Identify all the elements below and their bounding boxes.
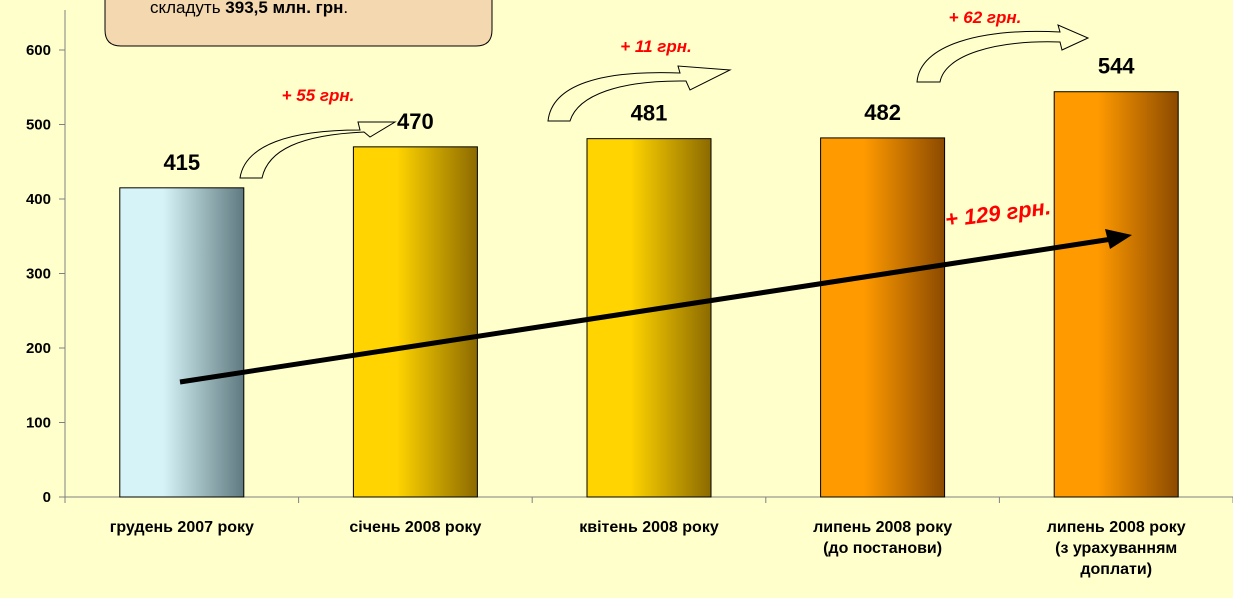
category-label-line: грудень 2007 року	[110, 519, 254, 536]
note-suffix: .	[343, 0, 348, 17]
value-label: 470	[397, 109, 434, 134]
increase-annotation: + 11 грн.	[620, 37, 691, 56]
value-label: 415	[163, 150, 200, 175]
bar	[352, 146, 478, 498]
value-label: 544	[1098, 54, 1135, 79]
note-text: складуть 393,5 млн. грн.	[150, 0, 348, 17]
note-prefix: складуть	[150, 0, 225, 17]
category-label: грудень 2007 року	[110, 519, 254, 536]
value-label: 481	[631, 101, 668, 126]
category-label: липень 2008 року (до постанови)	[813, 519, 952, 557]
y-tick-label: 400	[26, 191, 51, 208]
y-tick-label: 300	[26, 266, 51, 283]
note-box	[104, 0, 493, 47]
y-tick-label: 0	[43, 489, 51, 506]
bar	[1053, 91, 1179, 498]
bar	[119, 187, 245, 498]
trend-arrow	[179, 229, 1132, 385]
category-label-line: липень 2008 року	[1047, 519, 1186, 536]
category-label: квітень 2008 року	[579, 519, 719, 536]
y-tick-label: 600	[26, 42, 51, 59]
note-callout: складуть 393,5 млн. грн.	[104, 0, 493, 47]
curved-arrow-3	[916, 24, 1090, 83]
category-label-line: січень 2008 року	[349, 519, 481, 536]
category-label-line: (до постанови)	[823, 540, 942, 557]
increase-annotation: + 62 грн.	[949, 8, 1022, 27]
category-label-line: квітень 2008 року	[579, 519, 719, 536]
bar-layer	[119, 91, 1179, 498]
note-bold: 393,5 млн. грн	[225, 0, 343, 17]
curved-arrow-2	[547, 65, 732, 122]
trend-annotation: + 129 грн.	[944, 194, 1053, 232]
y-tick-label: 200	[26, 340, 51, 357]
category-label: січень 2008 року	[349, 519, 481, 536]
category-label-line: (з урахуванням	[1055, 540, 1177, 557]
category-label-line: липень 2008 року	[813, 519, 952, 536]
increase-annotation: + 55 грн.	[282, 86, 355, 105]
category-label-line: доплати)	[1080, 561, 1152, 578]
bar	[820, 137, 946, 498]
category-label: липень 2008 року (з урахуванням доплати)	[1047, 519, 1186, 578]
value-label: 482	[864, 100, 901, 125]
y-tick-label: 500	[26, 117, 51, 134]
label-layer: 415 грудень 2007 року 470 січень 2008 року 4…	[110, 54, 1186, 578]
curved-arrow-1	[239, 121, 397, 179]
y-tick-label: 100	[26, 415, 51, 432]
